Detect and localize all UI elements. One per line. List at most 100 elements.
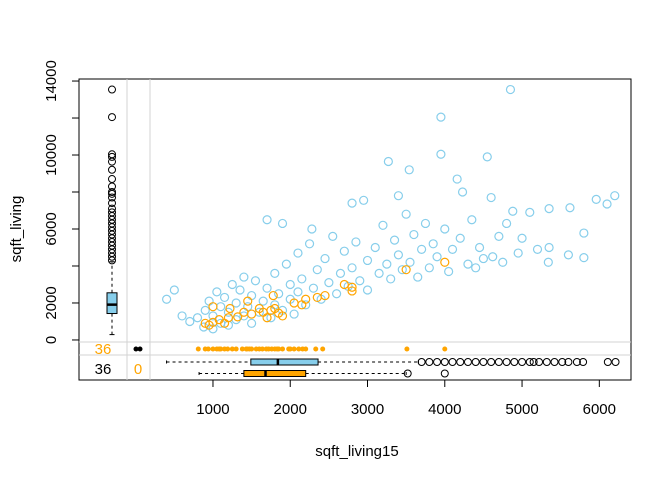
outlier [463, 358, 472, 366]
point [301, 294, 311, 304]
point [362, 285, 373, 295]
point [389, 235, 400, 245]
point [436, 149, 446, 159]
missing-point [259, 346, 265, 352]
point [505, 84, 516, 95]
missing-point [276, 346, 282, 352]
point [610, 191, 620, 201]
point [192, 313, 203, 323]
point [463, 259, 473, 269]
point [320, 290, 330, 301]
point [532, 244, 543, 254]
point [393, 191, 404, 201]
outlier [108, 199, 116, 208]
point [374, 268, 384, 278]
point [382, 259, 392, 269]
missing-point [303, 346, 309, 352]
missing-point [218, 346, 224, 352]
box [243, 370, 307, 377]
outlier [558, 358, 567, 366]
both-missing-dot [133, 346, 139, 352]
point [401, 209, 411, 219]
point [383, 156, 393, 167]
point [200, 305, 210, 315]
point [498, 257, 508, 267]
point [362, 255, 373, 266]
outlier [487, 358, 496, 366]
point [347, 198, 357, 208]
point [405, 257, 415, 267]
point [304, 239, 315, 249]
outlier [542, 358, 551, 366]
outlier [535, 358, 544, 366]
point [525, 207, 535, 217]
box [250, 358, 319, 366]
missing-point [195, 346, 201, 352]
point [293, 248, 303, 258]
outlier [448, 358, 457, 366]
outlier [564, 358, 573, 366]
missing-point [442, 346, 448, 352]
missing-count: 36 [95, 361, 112, 378]
outlier [502, 358, 511, 366]
outlier [518, 358, 527, 366]
outlier [403, 369, 412, 378]
point [339, 246, 349, 256]
point [563, 250, 574, 260]
y-tick-label: 2000 [43, 286, 60, 319]
outlier [525, 358, 534, 366]
box [106, 292, 118, 315]
outlier [494, 358, 503, 366]
point [216, 302, 226, 312]
point [413, 272, 423, 282]
missing-count: 0 [134, 361, 142, 378]
point [233, 312, 243, 322]
point [501, 218, 512, 229]
outlier [510, 358, 519, 366]
outlier [550, 358, 559, 366]
point [219, 318, 230, 328]
outlier [108, 150, 116, 159]
point [204, 296, 214, 306]
point [482, 152, 492, 162]
point [393, 250, 404, 260]
point [169, 285, 179, 295]
point [347, 286, 357, 296]
outlier [108, 85, 116, 94]
point [250, 276, 261, 286]
point [208, 317, 218, 327]
x-tick-label: 4000 [428, 401, 461, 418]
x-tick-label: 1000 [196, 401, 229, 418]
point [455, 233, 465, 243]
point [328, 231, 338, 241]
point [332, 289, 342, 299]
outlier [611, 358, 620, 366]
y-tick-label: 10000 [43, 134, 60, 176]
missing-point [320, 346, 326, 352]
point [270, 268, 280, 278]
point [262, 215, 272, 225]
missing-count: 36 [95, 341, 112, 358]
both-missing-dot [137, 346, 143, 352]
point [293, 287, 303, 297]
point [424, 263, 434, 273]
point [436, 112, 446, 122]
point [243, 296, 253, 306]
outlier [108, 165, 116, 174]
point [440, 224, 450, 234]
missing-point [225, 346, 231, 352]
y-tick-label: 14000 [43, 60, 60, 102]
y-tick-label: 0 [43, 336, 60, 344]
outlier [440, 358, 449, 366]
outlier [529, 358, 538, 366]
missing-point [291, 346, 297, 352]
point [370, 242, 380, 253]
point [432, 252, 442, 262]
point [162, 294, 172, 304]
point [235, 285, 245, 295]
outlier [440, 369, 449, 378]
x-tick-label: 2000 [274, 401, 307, 418]
point [494, 231, 504, 241]
missing-point [233, 346, 239, 352]
